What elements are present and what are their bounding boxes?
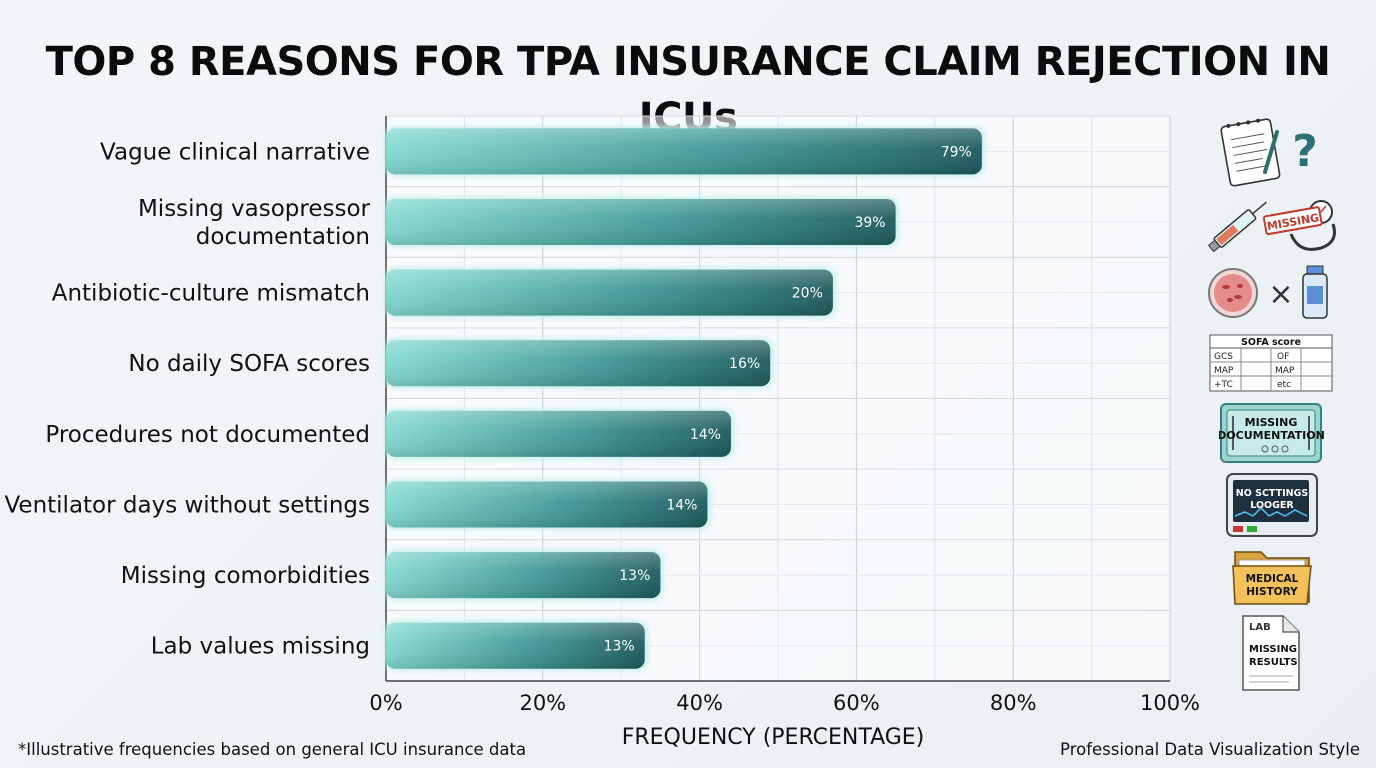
category-label: No daily SOFA scores xyxy=(128,351,370,377)
category-label: Procedures not documented xyxy=(45,422,370,448)
question-mark: ? xyxy=(1292,126,1318,177)
bar-shine xyxy=(386,622,645,669)
lab-label: RESULTS xyxy=(1249,657,1298,668)
bar-value-label: 14% xyxy=(690,427,721,443)
surgical-tray-icon: MISSING DOCUMENTATION xyxy=(1219,403,1325,463)
syringe-bp-monitor-icon: MISSING xyxy=(1207,200,1336,253)
category-label: Lab values missing xyxy=(151,634,370,660)
x-tick-label: 60% xyxy=(833,691,880,715)
sofa-cell: MAP xyxy=(1275,366,1295,376)
sofa-cell: +TC xyxy=(1214,380,1233,390)
sofa-cell: etc xyxy=(1277,380,1291,390)
folder-label: MEDICAL xyxy=(1246,573,1299,585)
sofa-cell: OF xyxy=(1277,352,1289,362)
notepad-question-icon: ? xyxy=(1220,118,1318,187)
category-label: Vague clinical narrative xyxy=(100,139,370,165)
x-tick-label: 20% xyxy=(519,691,566,715)
x-axis-title: FREQUENCY (PERCENTAGE) xyxy=(622,725,925,750)
monitor-label: LOOGER xyxy=(1250,500,1294,511)
lab-report-icon: LAB MISSING RESULTS xyxy=(1242,615,1300,691)
bar-shine xyxy=(386,128,982,175)
lab-label: MISSING xyxy=(1249,644,1297,655)
bar-shine xyxy=(386,410,731,457)
petri-dish-vial-icon: × xyxy=(1208,265,1328,319)
x-tick-label: 100% xyxy=(1140,691,1200,715)
bar-value-label: 14% xyxy=(666,497,697,513)
sofa-cell: GCS xyxy=(1214,352,1233,362)
folder-label: HISTORY xyxy=(1246,586,1298,598)
footnote: *Illustrative frequencies based on gener… xyxy=(18,740,527,759)
x-tick-label: 0% xyxy=(369,691,402,715)
category-label: Ventilator days without settings xyxy=(4,492,370,518)
bars: 79% 39% 20% 16% 14% 14% 13% 13% xyxy=(385,126,985,671)
category-label: Missing comorbidities xyxy=(121,563,370,589)
sofa-cell: MAP xyxy=(1214,366,1234,376)
category-label: Missing vasopressor documentation xyxy=(138,196,371,250)
x-tick-label: 80% xyxy=(990,691,1037,715)
bar-value-label: 20% xyxy=(792,286,823,302)
x-tick-label: 40% xyxy=(676,691,723,715)
bar-shine xyxy=(386,340,771,387)
bar-shine xyxy=(386,198,896,245)
bar-shine xyxy=(386,552,661,599)
bar-value-label: 79% xyxy=(941,144,972,160)
bar-value-label: 13% xyxy=(604,639,635,655)
tray-label: MISSING xyxy=(1245,416,1298,429)
sofa-score-table-icon: SOFA score GCS OF MAP MAP +TC etc xyxy=(1209,334,1333,392)
monitor-label: NO SCTTINGS xyxy=(1236,488,1309,499)
mismatch-cross: × xyxy=(1268,277,1293,312)
sofa-header: SOFA score xyxy=(1241,337,1301,348)
bar-value-label: 39% xyxy=(854,215,885,231)
style-note: Professional Data Visualization Style xyxy=(1060,740,1360,759)
category-label: Antibiotic-culture mismatch xyxy=(52,281,370,307)
medical-history-folder-icon: MEDICAL HISTORY xyxy=(1232,551,1312,605)
bar-shine xyxy=(386,481,708,528)
x-axis-ticks: 0% 20% 40% 60% 80% 100% xyxy=(369,691,1200,715)
bar-value-label: 16% xyxy=(729,356,760,372)
bar-value-label: 13% xyxy=(619,568,650,584)
bar-shine xyxy=(386,269,833,316)
lab-label: LAB xyxy=(1249,622,1271,633)
category-labels: Vague clinical narrative Missing vasopres… xyxy=(4,139,370,659)
tray-label: DOCUMENTATION xyxy=(1219,429,1325,442)
ventilator-monitor-icon: NO SCTTINGS LOOGER xyxy=(1226,473,1318,537)
reason-icons: ? MISSING × xyxy=(1195,108,1355,698)
